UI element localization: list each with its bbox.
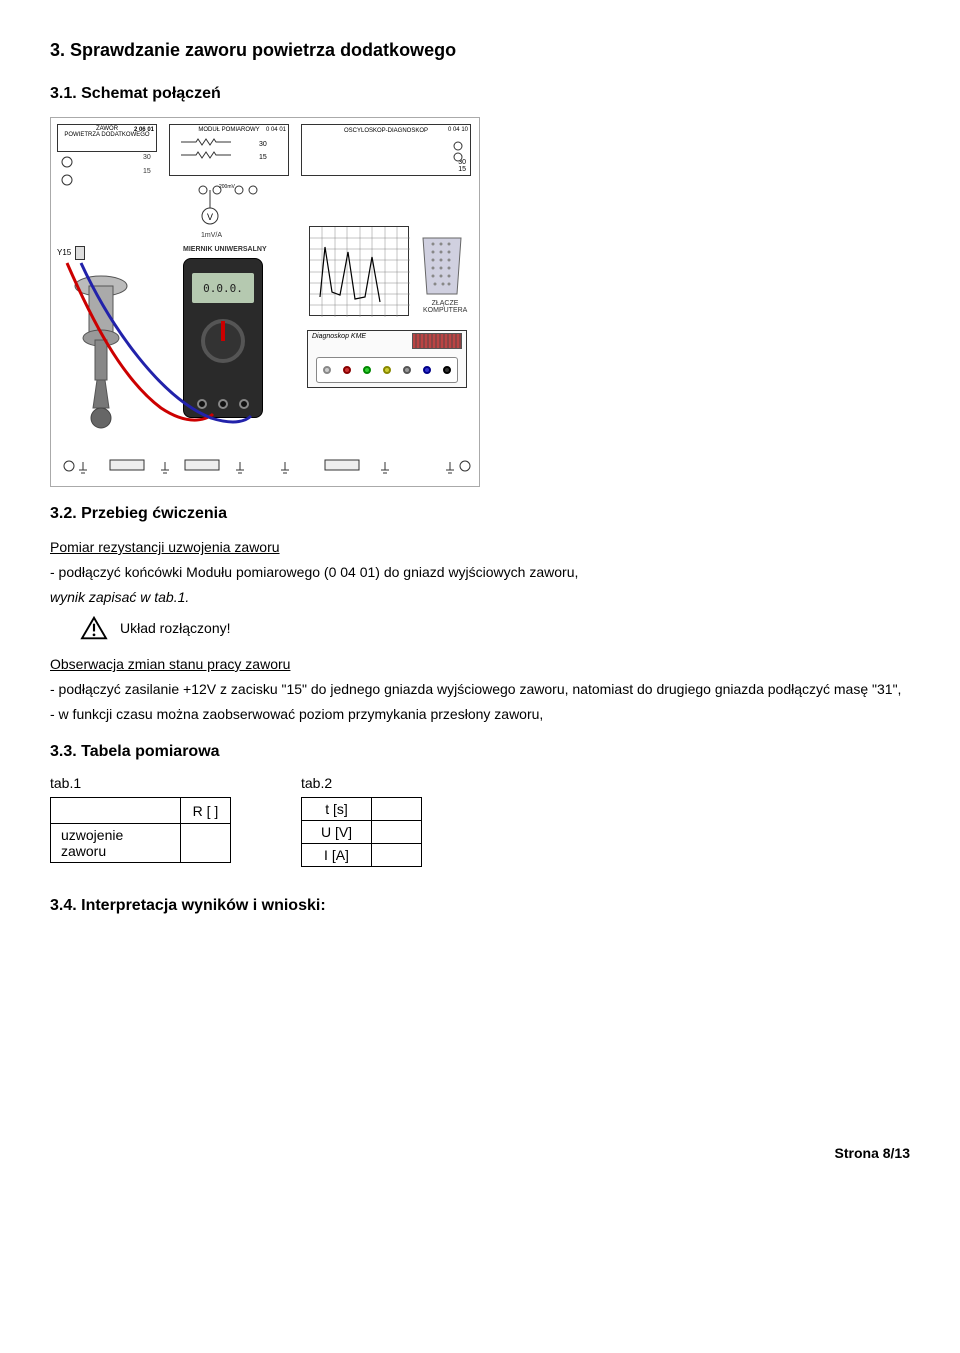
tables-container: tab.1 R [ ] uzwojenie zaworu tab.2 t [s]… bbox=[50, 775, 910, 867]
subsection-3-4: 3.4. Interpretacja wyników i wnioski: bbox=[50, 897, 910, 915]
table-2: t [s] U [V] I [A] bbox=[301, 797, 422, 867]
warning-text: Układ rozłączony! bbox=[120, 620, 231, 636]
tab1-header: R [ ] bbox=[181, 798, 231, 824]
terminal-15-b: 15 bbox=[458, 166, 466, 173]
tab2-r1: t [s] bbox=[302, 798, 372, 821]
subsection-3-3: 3.3. Tabela pomiarowa bbox=[50, 743, 910, 761]
connector-label: ZŁĄCZE KOMPUTERA bbox=[423, 300, 467, 314]
term-15-left: 15 bbox=[143, 168, 151, 175]
table-1: R [ ] uzwojenie zaworu bbox=[50, 797, 231, 863]
module-right-code: 0 04 10 bbox=[448, 127, 468, 133]
mv200-label: 200mV bbox=[219, 184, 236, 190]
tab2-r2: U [V] bbox=[302, 821, 372, 844]
module-left-code: 2 06 01 bbox=[134, 127, 154, 133]
multimeter-dial bbox=[201, 319, 245, 363]
procedure-part1-line1: - podłączyć końcówki Modułu pomiarowego … bbox=[50, 562, 910, 583]
subsection-3-1: 3.1. Schemat połączeń bbox=[50, 85, 910, 103]
v-symbol: V bbox=[207, 212, 213, 222]
procedure-part2-line2: - w funkcji czasu można zaobserwować poz… bbox=[50, 704, 910, 725]
module-mid-label: MODUŁ POMIAROWY bbox=[198, 127, 259, 133]
term-30-left: 30 bbox=[143, 154, 151, 161]
multimeter-display: 0.0.0. bbox=[192, 273, 254, 303]
terminal-30-a: 30 bbox=[259, 141, 267, 148]
procedure-part2-title: Obserwacja zmian stanu pracy zaworu bbox=[50, 654, 910, 675]
tab1-label: tab.1 bbox=[50, 775, 231, 791]
tab2-r3: I [A] bbox=[302, 844, 372, 867]
module-right-label: OSCYLOSKOP-DIAGNOSKOP bbox=[344, 128, 428, 134]
wiring-diagram: ZAWÓR POWIETRZA DODATKOWEGO 2 06 01 MODU… bbox=[50, 117, 480, 487]
procedure-part2-line1: - podłączyć zasilanie +12V z zacisku "15… bbox=[50, 679, 910, 700]
warning-icon bbox=[80, 616, 108, 640]
module-mid-code: 0 04 01 bbox=[266, 127, 286, 133]
oscilloscope-screen bbox=[309, 226, 409, 316]
meter-title: MIERNIK UNIWERSALNY bbox=[183, 246, 267, 253]
valve-icon bbox=[61, 268, 151, 448]
diagnoskop-panel: Diagnoskop KME bbox=[307, 330, 467, 388]
db-connector bbox=[419, 236, 465, 299]
subsection-3-2: 3.2. Przebieg ćwiczenia bbox=[50, 505, 910, 523]
tab2-label: tab.2 bbox=[301, 775, 422, 791]
y15-label: Y15 bbox=[57, 248, 71, 257]
section-title: 3. Sprawdzanie zaworu powietrza dodatkow… bbox=[50, 40, 910, 61]
procedure-part1-title: Pomiar rezystancji uzwojenia zaworu bbox=[50, 537, 910, 558]
warning-row: Układ rozłączony! bbox=[80, 616, 910, 640]
multimeter: 0.0.0. bbox=[183, 258, 263, 418]
mv1a-label: 1mV/A bbox=[201, 232, 222, 239]
page-footer: Strona 8/13 bbox=[50, 1145, 910, 1161]
procedure-part1-line2: wynik zapisać w tab.1. bbox=[50, 587, 910, 608]
tab1-row-label: uzwojenie zaworu bbox=[51, 824, 181, 863]
terminal-15-a: 15 bbox=[259, 154, 267, 161]
